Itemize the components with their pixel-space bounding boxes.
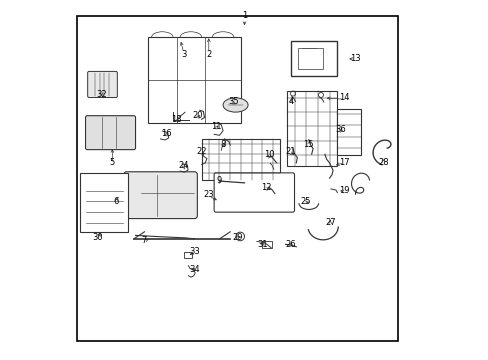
Text: 12: 12: [260, 183, 271, 192]
Bar: [287, 91, 337, 166]
Text: 10: 10: [264, 150, 274, 159]
FancyBboxPatch shape: [214, 173, 294, 212]
Text: 8: 8: [220, 140, 225, 149]
Text: 30: 30: [93, 233, 103, 242]
Text: 17: 17: [339, 158, 349, 167]
Bar: [80, 173, 128, 232]
Bar: [183, 252, 191, 257]
Text: 15: 15: [303, 140, 313, 149]
Text: 4: 4: [288, 97, 293, 106]
Text: 7: 7: [142, 236, 147, 245]
Ellipse shape: [223, 98, 247, 112]
Text: 23: 23: [203, 190, 214, 199]
FancyBboxPatch shape: [85, 116, 135, 150]
Text: 9: 9: [216, 176, 222, 185]
Bar: [337, 109, 360, 155]
FancyBboxPatch shape: [87, 71, 117, 98]
Bar: [290, 41, 337, 76]
Text: 27: 27: [324, 219, 335, 228]
Text: 33: 33: [189, 247, 200, 256]
Bar: [301, 48, 315, 66]
Text: 11: 11: [210, 122, 221, 131]
Text: 6: 6: [113, 197, 119, 206]
Text: 24: 24: [178, 161, 189, 170]
Text: 1: 1: [242, 11, 246, 20]
Text: 25: 25: [299, 197, 310, 206]
Text: 20: 20: [192, 111, 203, 120]
Bar: [261, 241, 271, 248]
Text: 22: 22: [196, 147, 206, 156]
Text: 14: 14: [339, 93, 349, 102]
Text: 35: 35: [228, 97, 239, 106]
Bar: [148, 37, 241, 123]
Text: 16: 16: [160, 129, 171, 138]
Text: 5: 5: [109, 158, 115, 167]
Text: 19: 19: [339, 186, 349, 195]
Text: 34: 34: [189, 265, 200, 274]
Text: 18: 18: [171, 115, 182, 124]
FancyBboxPatch shape: [123, 172, 197, 219]
Text: 3: 3: [181, 50, 186, 59]
Bar: [298, 48, 323, 69]
Text: 36: 36: [335, 126, 346, 135]
FancyArrowPatch shape: [179, 112, 185, 117]
Bar: [201, 139, 280, 180]
Text: 21: 21: [285, 147, 296, 156]
Text: 32: 32: [96, 90, 107, 99]
Text: 2: 2: [206, 50, 211, 59]
Text: 26: 26: [285, 240, 296, 249]
Text: 29: 29: [232, 233, 242, 242]
Text: 28: 28: [378, 158, 388, 167]
Text: 31: 31: [257, 240, 267, 249]
Text: 13: 13: [349, 54, 360, 63]
